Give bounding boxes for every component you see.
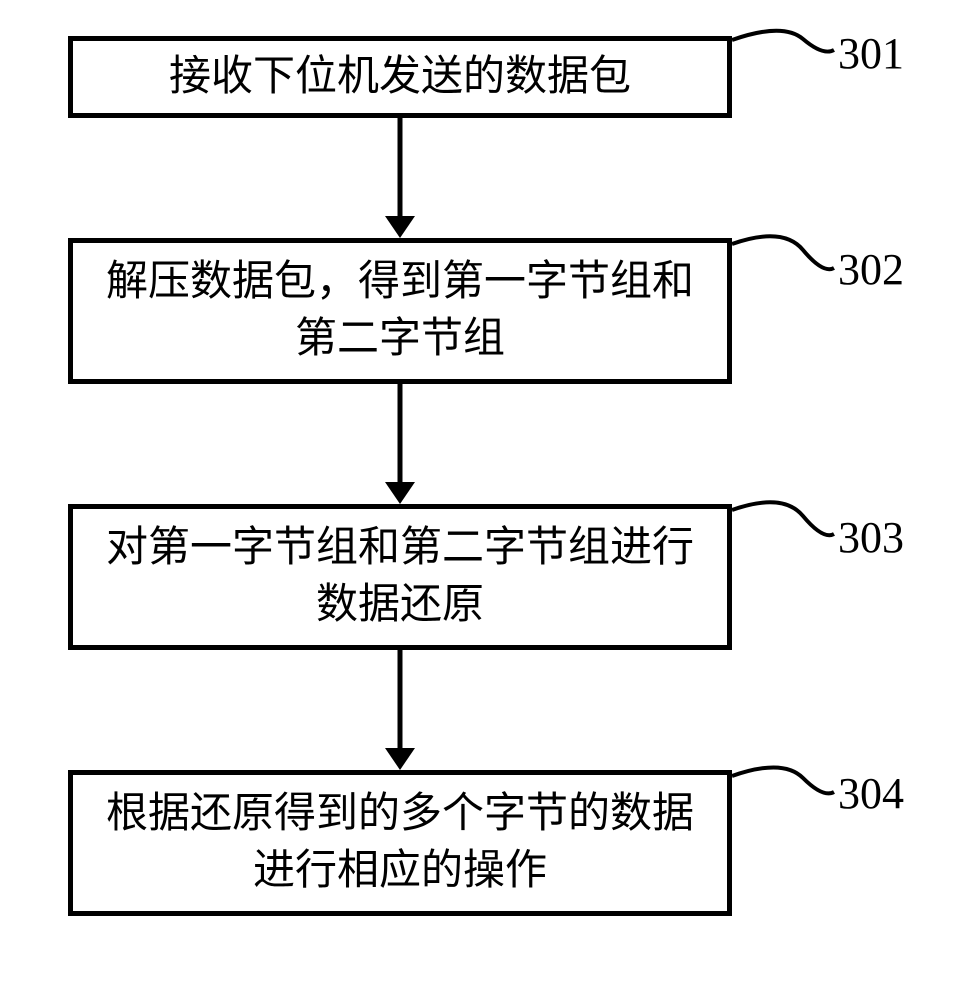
- flow-node-1: 接收下位机发送的数据包: [68, 36, 732, 118]
- flow-label-304: 304: [838, 768, 904, 819]
- flow-label-301: 301: [838, 28, 904, 79]
- flow-label-303: 303: [838, 512, 904, 563]
- flow-node-2: 解压数据包，得到第一字节组和第二字节组: [68, 238, 732, 384]
- flow-node-4: 根据还原得到的多个字节的数据进行相应的操作: [68, 770, 732, 916]
- flowchart-canvas: 接收下位机发送的数据包 301 解压数据包，得到第一字节组和第二字节组 302 …: [0, 0, 954, 1000]
- flow-node-1-text: 接收下位机发送的数据包: [169, 49, 631, 106]
- flow-node-2-text: 解压数据包，得到第一字节组和第二字节组: [106, 254, 694, 367]
- flow-node-3-text: 对第一字节组和第二字节组进行数据还原: [106, 520, 694, 633]
- flow-node-3: 对第一字节组和第二字节组进行数据还原: [68, 504, 732, 650]
- flow-node-4-text: 根据还原得到的多个字节的数据进行相应的操作: [106, 786, 694, 899]
- flow-label-302: 302: [838, 244, 904, 295]
